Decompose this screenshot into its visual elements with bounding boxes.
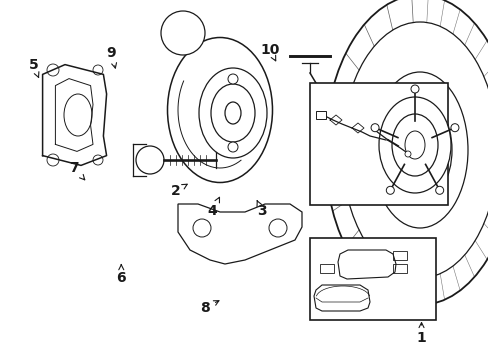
Circle shape	[136, 146, 163, 174]
Ellipse shape	[396, 131, 402, 141]
Text: 10: 10	[260, 43, 279, 61]
Ellipse shape	[391, 114, 437, 176]
Text: 5: 5	[28, 58, 39, 77]
Circle shape	[161, 11, 204, 55]
Circle shape	[429, 137, 434, 142]
Circle shape	[47, 154, 59, 166]
Circle shape	[93, 65, 103, 75]
Circle shape	[268, 219, 286, 237]
Ellipse shape	[408, 112, 414, 122]
Bar	[392, 251, 406, 260]
Bar	[309, 83, 447, 205]
Bar	[319, 264, 333, 273]
Ellipse shape	[404, 131, 424, 159]
Circle shape	[450, 124, 458, 132]
Ellipse shape	[199, 68, 266, 158]
Text: 3: 3	[256, 201, 266, 217]
Ellipse shape	[224, 102, 241, 124]
Ellipse shape	[425, 112, 430, 122]
Text: 1: 1	[416, 323, 426, 345]
Circle shape	[435, 186, 443, 194]
Ellipse shape	[408, 178, 414, 188]
Text: 7: 7	[69, 162, 84, 180]
Circle shape	[404, 151, 410, 157]
Circle shape	[416, 170, 421, 175]
Text: 9: 9	[106, 46, 116, 68]
Circle shape	[93, 155, 103, 165]
Text: 2: 2	[171, 184, 187, 198]
Circle shape	[227, 142, 238, 152]
Bar	[315, 111, 325, 119]
Text: 4: 4	[207, 197, 219, 217]
Circle shape	[410, 85, 418, 93]
Text: 8: 8	[200, 301, 219, 315]
Circle shape	[405, 136, 410, 141]
Ellipse shape	[371, 72, 467, 228]
Text: 6: 6	[116, 265, 126, 285]
Bar	[309, 238, 435, 320]
Ellipse shape	[378, 97, 450, 193]
Ellipse shape	[436, 159, 443, 169]
Circle shape	[193, 219, 210, 237]
Ellipse shape	[425, 178, 430, 188]
Ellipse shape	[396, 159, 402, 169]
Circle shape	[227, 74, 238, 84]
Circle shape	[386, 186, 393, 194]
Circle shape	[47, 64, 59, 76]
Ellipse shape	[436, 131, 443, 141]
Bar	[392, 264, 406, 273]
Circle shape	[370, 124, 378, 132]
